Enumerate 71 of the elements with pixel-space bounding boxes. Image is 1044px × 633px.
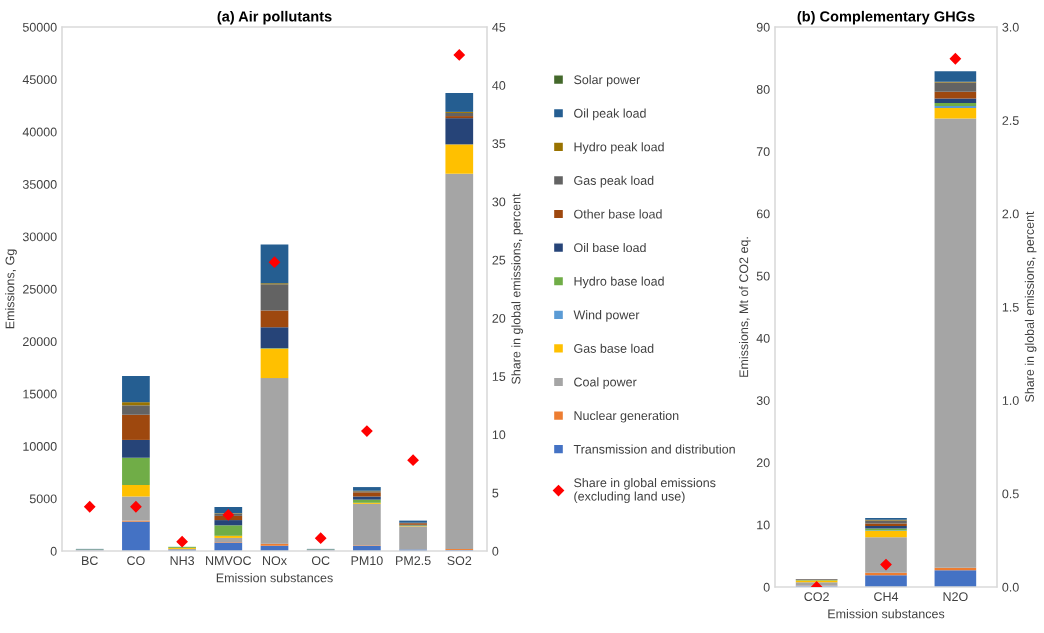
x-axis-title: Emission substances — [216, 573, 333, 583]
x-tick-label: NMVOC — [206, 556, 252, 566]
legend-label: Other base load — [574, 209, 662, 219]
y-tick-label: 20000 — [23, 337, 57, 347]
y-tick-label: 45000 — [22, 75, 57, 85]
x-tick-label: OC — [311, 556, 330, 566]
y2-tick-label: 1.0 — [1002, 396, 1019, 405]
y-tick-label: 10000 — [23, 442, 57, 451]
y-tick-label: 40 — [756, 333, 770, 343]
y2-axis-title: Share in global emissions, percent — [1024, 211, 1037, 402]
y-tick-label: 40000 — [22, 127, 57, 137]
x-tick-label: CO — [127, 556, 145, 566]
y2-tick-label: 35 — [492, 139, 506, 149]
y-tick-label: 0 — [763, 582, 770, 592]
legend-label: Wind power — [573, 310, 640, 322]
y-tick-label: 50000 — [22, 22, 57, 32]
legend-label: Coal power — [574, 377, 637, 389]
legend-label: Gas peak load — [574, 175, 654, 188]
y-tick-label: 70 — [756, 147, 770, 157]
y-tick-label: 5000 — [29, 494, 57, 504]
y-tick-label: 60 — [756, 209, 770, 219]
y2-tick-label: 45 — [492, 22, 506, 32]
y-axis-title: Emissions, Mt of CO2 eq. — [739, 237, 751, 377]
x-tick-label: CO2 — [804, 592, 829, 602]
x-axis-title: Emission substances — [828, 609, 945, 619]
y2-tick-label: 5 — [492, 488, 499, 498]
y2-tick-label: 2.0 — [1002, 209, 1019, 219]
y2-tick-label: 3.0 — [1002, 22, 1019, 32]
x-tick-label: BC — [82, 556, 98, 566]
x-tick-label: SO2 — [447, 556, 472, 566]
y2-tick-label: 0.5 — [1002, 489, 1019, 499]
x-tick-label: NH3 — [170, 556, 195, 566]
y2-tick-label: 0 — [492, 546, 499, 556]
y-tick-label: 90 — [756, 22, 770, 32]
y-tick-label: 30000 — [22, 232, 57, 242]
y-tick-label: 30 — [756, 396, 770, 405]
y-tick-label: 15000 — [23, 389, 57, 399]
x-tick-label: N2O — [943, 592, 968, 602]
y2-tick-label: 2.5 — [1002, 116, 1019, 125]
x-tick-label: PM2.5 — [396, 556, 431, 566]
y-tick-label: 20 — [756, 458, 770, 468]
x-tick-label: CH4 — [874, 592, 899, 602]
y2-tick-label: 40 — [492, 81, 506, 90]
chart-title: (b) Complementary GHGs — [797, 10, 975, 25]
y-tick-label: 80 — [756, 85, 770, 94]
legend-label: Solar power — [574, 74, 640, 87]
x-tick-label: PM10 — [351, 556, 383, 566]
y2-tick-label: 1.5 — [1002, 302, 1019, 312]
y2-tick-label: 25 — [492, 255, 506, 265]
legend-label: Nuclear generation — [574, 410, 679, 423]
legend-label: Oil peak load — [574, 108, 646, 121]
x-tick-label: NOx — [263, 556, 287, 566]
y2-tick-label: 20 — [492, 313, 506, 323]
y2-tick-label: 15 — [492, 372, 506, 381]
y-axis-title: Emissions, Gg — [5, 249, 17, 329]
y2-axis-title: Share in global emissions, percent — [511, 193, 523, 384]
legend-label: Share in global emissions (excluding land use) — [574, 478, 716, 504]
legend-label: Oil base load — [574, 242, 646, 253]
y2-tick-label: 10 — [492, 430, 506, 440]
chart-title: (a) Air pollutants — [217, 10, 332, 25]
y-tick-label: 0 — [50, 546, 57, 556]
legend-label: Gas base load — [574, 343, 654, 353]
y-tick-label: 35000 — [22, 180, 57, 189]
y-tick-label: 25000 — [23, 284, 57, 294]
y-tick-label: 10 — [757, 520, 770, 530]
legend-label: Hydro base load — [574, 276, 664, 289]
legend-label: Hydro peak load — [574, 142, 664, 154]
y2-tick-label: 30 — [492, 197, 506, 207]
y2-tick-label: 0.0 — [1002, 582, 1019, 592]
legend-label: Transmission and distribution — [573, 444, 735, 454]
y-tick-label: 50 — [756, 271, 770, 281]
